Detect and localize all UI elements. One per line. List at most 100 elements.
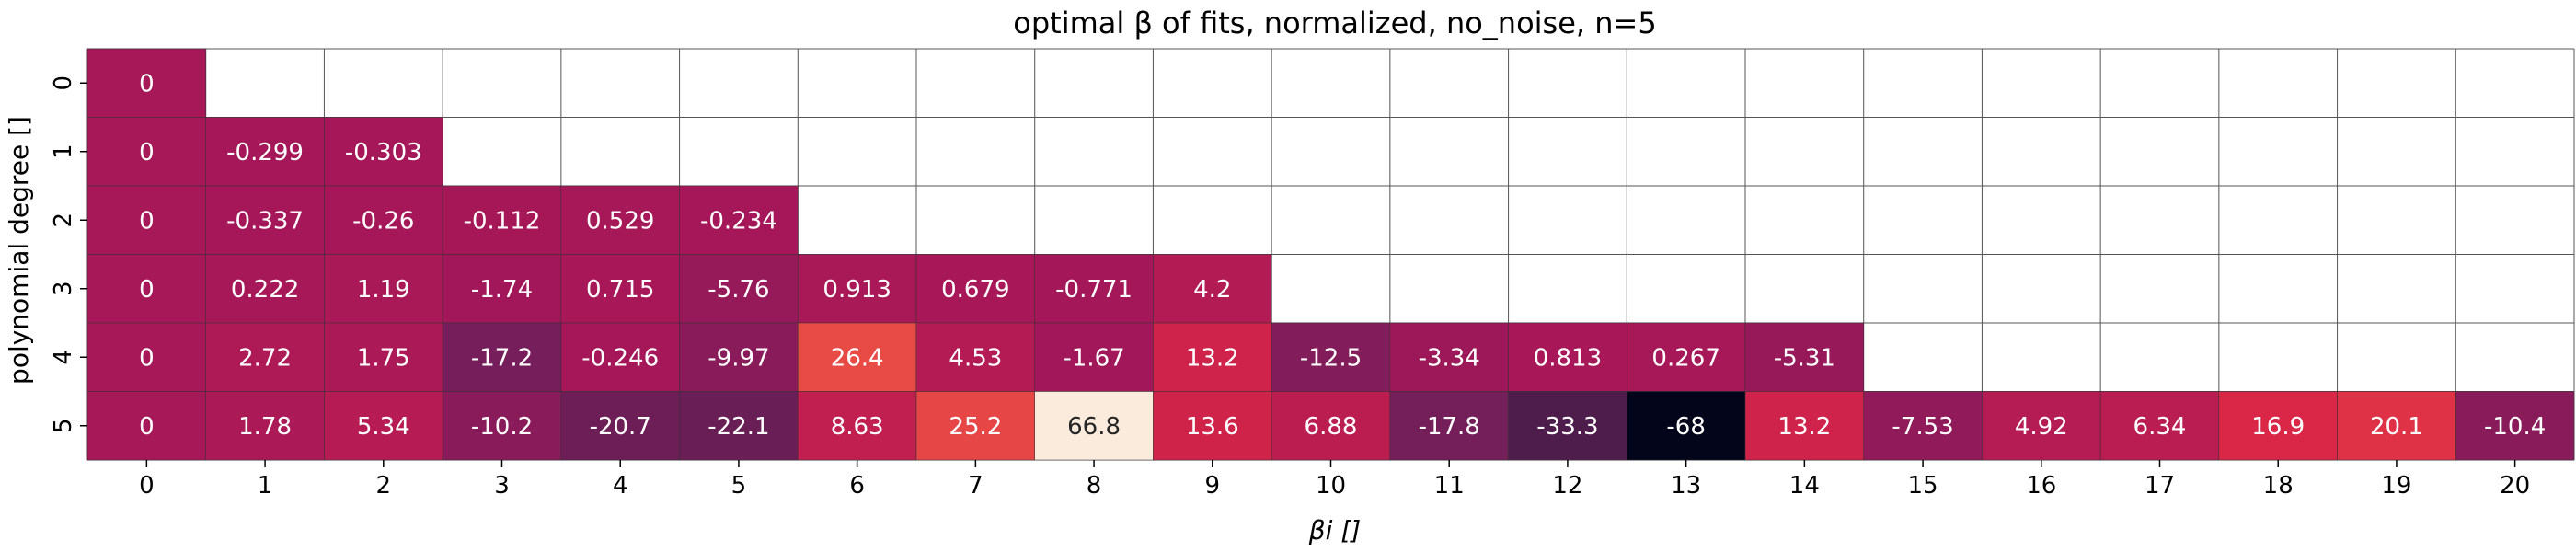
x-tick-label: 6 [849,472,865,500]
heatmap-cell [205,322,325,392]
cell-value-label: -10.2 [471,413,533,441]
cell-value-label: -68 [1666,413,1705,441]
heatmap-cell [679,185,799,255]
y-tick-label: 3 [50,281,77,296]
heatmap-cell [798,254,917,324]
x-tick-label: 4 [613,472,628,500]
heatmap-cell [324,322,443,392]
cell-value-label: -33.3 [1536,413,1598,441]
heatmap-cell [1744,391,1864,461]
cell-value-label: -5.31 [1774,344,1835,372]
heatmap-cell [205,185,325,255]
cell-value-label: -9.97 [707,344,769,372]
cell-value-label: 6.34 [2133,413,2187,441]
cell-value-label: 66.8 [1067,413,1121,441]
heatmap-cell [560,254,680,324]
cell-value-label: 0 [139,413,155,441]
cell-value-label: 26.4 [831,344,884,372]
heatmap-cell [324,391,443,461]
x-tick-label: 7 [968,472,983,500]
cell-value-label: -0.26 [352,207,414,235]
heatmap-cell [915,254,1035,324]
heatmap-cell [915,391,1035,461]
heatmap-cell [1508,391,1627,461]
cell-value-label: -0.234 [700,207,777,235]
y-tick-label: 4 [50,350,77,365]
cell-value-label: 13.2 [1777,413,1831,441]
heatmap-cell [679,391,799,461]
cell-value-label: 0 [139,344,155,372]
cell-value-label: -17.2 [471,344,533,372]
cell-value-label: -0.112 [464,207,541,235]
heatmap-cell [2455,391,2575,461]
cell-value-label: 5.34 [357,413,410,441]
heatmap-cells: 0 0 -0.299 -0.303 0 -0.337 -0.26 -0.112 0.529 -0.… [86,48,2575,461]
heatmap-cell [442,391,562,461]
heatmap-cell [1153,391,1272,461]
cell-value-label: 8.63 [831,413,884,441]
cell-value-label: 0 [139,207,155,235]
cell-value-label: 1.75 [357,344,410,372]
cell-value-label: -10.4 [2484,413,2546,441]
cell-value-label: 0.679 [941,276,1009,304]
x-tick-label: 17 [2145,472,2175,500]
x-tick-label: 8 [1087,472,1102,500]
heatmap-cell [679,322,799,392]
cell-value-label: -20.7 [590,413,651,441]
cell-value-label: -17.8 [1419,413,1480,441]
heatmap-cell [2099,391,2220,461]
cell-value-label: -0.246 [581,344,659,372]
heatmap-cell [442,185,562,255]
y-tick-label: 0 [50,75,77,91]
x-tick-label: 5 [731,472,747,500]
cell-value-label: 0 [139,139,155,167]
x-tick-label: 15 [1908,472,1938,500]
cell-value-label: 0 [139,70,155,98]
x-tick-label: 0 [139,472,155,500]
heatmap-cell [798,322,917,392]
cell-value-label: 20.1 [2370,413,2423,441]
heatmap-cell [86,254,206,324]
cell-value-label: 1.19 [357,276,410,304]
cell-value-label: -1.74 [471,276,533,304]
cell-value-label: -0.337 [226,207,304,235]
heatmap-cell [86,185,206,255]
heatmap-cell [2337,391,2456,461]
cell-value-label: -1.67 [1063,344,1124,372]
y-tick-label: 1 [50,144,77,159]
x-tick-label: 20 [2500,472,2530,500]
heatmap-cell [1982,391,2101,461]
heatmap-cell [86,391,206,461]
x-tick-label: 11 [1434,472,1465,500]
x-tick-label: 16 [2026,472,2056,500]
x-tick-label: 19 [2381,472,2411,500]
heatmap-cell [205,117,325,187]
x-tick-label: 2 [376,472,392,500]
x-axis-label: βi [] [1308,515,1361,546]
cell-value-label: 2.72 [238,344,292,372]
x-tick-label: 1 [258,472,273,500]
cell-value-label: 0.267 [1651,344,1719,372]
cell-value-label: 0 [139,276,155,304]
y-tick-label: 2 [50,213,77,228]
heatmap-cell [324,117,443,187]
heatmap-cell [86,117,206,187]
cell-value-label: 0.715 [586,276,654,304]
heatmap-cell [86,322,206,392]
x-tick-label: 10 [1316,472,1346,500]
x-tick-label: 13 [1671,472,1701,500]
heatmap-cell [560,322,680,392]
heatmap-cell [1153,322,1272,392]
heatmap-cell [1153,254,1272,324]
heatmap-cell [1627,322,1746,392]
cell-value-label: 6.88 [1305,413,1358,441]
heatmap-cell [1744,322,1864,392]
cell-value-label: 13.6 [1186,413,1239,441]
heatmap-cell [798,391,917,461]
heatmap-cell [1034,254,1154,324]
cell-value-label: 4.53 [949,344,1002,372]
cell-value-label: 0.913 [822,276,891,304]
heatmap-cell [442,322,562,392]
